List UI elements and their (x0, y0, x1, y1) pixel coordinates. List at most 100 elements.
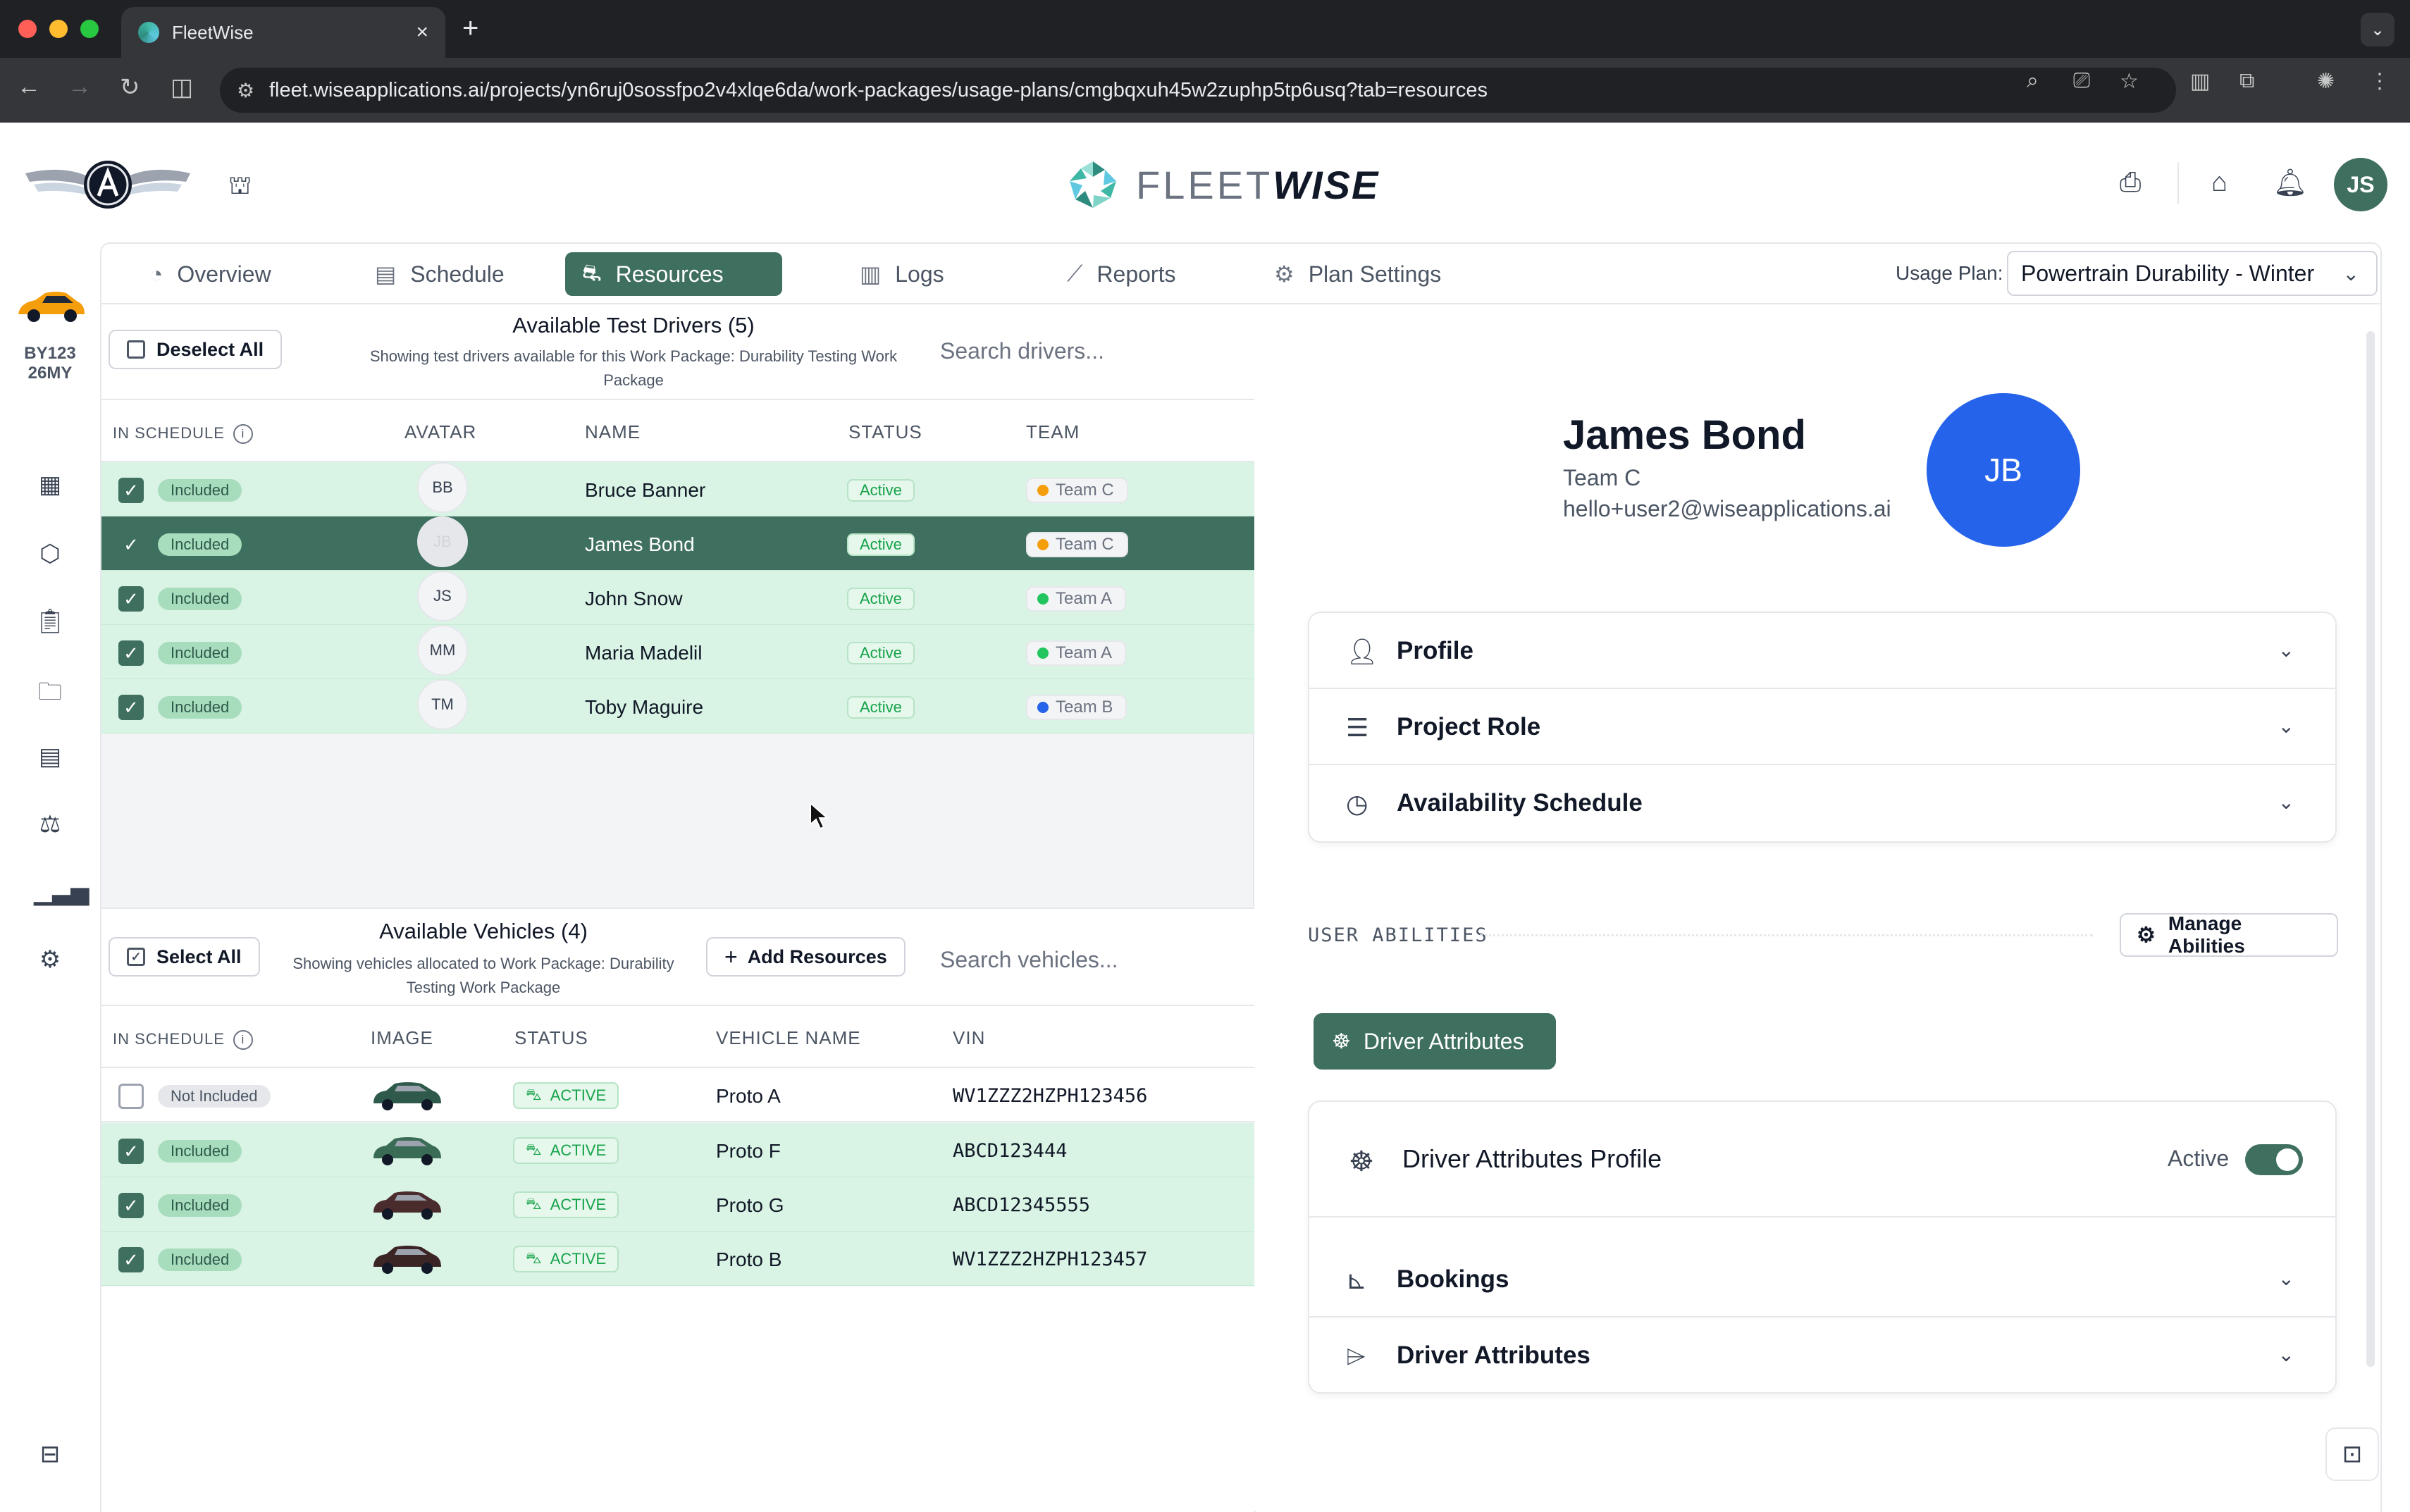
manage-abilities-button[interactable]: ⚙ Manage Abilities (2120, 912, 2338, 957)
assistant-bot-button[interactable]: ⊡ (2325, 1427, 2379, 1481)
vehicle-vin: WV1ZZZ2HZPH123456 (953, 1085, 1148, 1107)
checkbox-checked-icon[interactable]: ✓ (118, 1139, 144, 1164)
close-tab-icon[interactable]: × (416, 20, 428, 44)
zoom-icon[interactable]: ⌕ (2027, 69, 2039, 92)
status-badge: Active (847, 533, 915, 556)
vehicle-thumbnail[interactable] (14, 285, 87, 328)
package-icon[interactable]: ⬡ (39, 540, 61, 567)
status-badge: Active (847, 696, 915, 719)
driver-attributes-button[interactable]: ☸ Driver Attributes (1314, 1013, 1556, 1070)
usage-plan-select[interactable]: Powertrain Durability - Winter ⌄ (2007, 251, 2378, 296)
driver-row[interactable]: ✓ Included JS John Snow Active Team A (101, 571, 1254, 625)
sidebar-toggle-icon[interactable]: ⊟ (39, 1441, 61, 1468)
included-badge: Included (158, 1140, 242, 1163)
checkbox-checked-icon[interactable]: ✓ (118, 1193, 144, 1218)
chevron-down-icon: ⌄ (2278, 1268, 2294, 1289)
tab-resources[interactable]: ⛐ Resources (565, 252, 782, 296)
address-bar[interactable]: ⚙ fleet.wiseapplications.ai/projects/yn6… (220, 68, 2176, 113)
bell-icon[interactable]: 🔔︎ (2273, 168, 2308, 198)
chevron-down-icon: ⌄ (2278, 715, 2294, 737)
driver-row[interactable]: ✓ Included BB Bruce Banner Active Team C (101, 462, 1254, 516)
search-vehicles-input[interactable]: Search vehicles... (940, 947, 1118, 972)
checkbox-empty-icon[interactable] (118, 1084, 144, 1109)
deselect-all-button[interactable]: Deselect All (109, 330, 283, 369)
bar-chart-icon[interactable]: ▁▃▅ (34, 879, 89, 905)
extension-app-icon[interactable]: ▥ (2190, 70, 2211, 93)
bookmark-star-icon[interactable]: ☆ (2120, 70, 2139, 93)
folder-icon[interactable]: 🗀 (38, 678, 62, 705)
robot-icon: ⊡ (2342, 1441, 2363, 1468)
tab-overview[interactable]: ◔ Overview (132, 252, 288, 296)
select-all-button[interactable]: ✓ Select All (109, 937, 260, 977)
driver-row-selected[interactable]: ✓ Included JB James Bond Active Team C (101, 516, 1254, 571)
bookmark-icon[interactable]: ⎙ (2120, 168, 2142, 197)
tab-plan-settings[interactable]: ⚙ Plan Settings (1257, 252, 1458, 296)
driver-row[interactable]: ✓ Included MM Maria Madelil Active Team … (101, 625, 1254, 679)
tab-reports[interactable]: ⟋ Reports (1050, 252, 1192, 296)
company-wing-logo[interactable] (25, 154, 190, 214)
browser-menu-icon[interactable]: ⋮ (2369, 70, 2390, 93)
accordion-driver-attributes[interactable]: ⌲ Driver Attributes ⌄ (1309, 1318, 2335, 1394)
info-icon[interactable]: i (233, 1030, 253, 1051)
tab-label: Logs (895, 261, 944, 287)
checkbox-checked-icon[interactable]: ✓ (118, 695, 144, 720)
add-resources-button[interactable]: + Add Resources (706, 937, 906, 977)
column-team: TEAM (1026, 421, 1080, 442)
info-icon[interactable]: i (233, 424, 253, 445)
vehicle-row[interactable]: Not Included ⛍ ACTIVE Proto A WV1ZZZ2HZPH… (101, 1068, 1254, 1122)
vehicle-row[interactable]: ✓ Included ⛍ ACTIVE Proto G ABCD12345555 (101, 1177, 1254, 1232)
drivers-title: Available Test Drivers (5) (512, 313, 755, 337)
accordion-availability-schedule[interactable]: ◷ Availability Schedule ⌄ (1309, 765, 2335, 841)
tab-logs[interactable]: ▥ Logs (843, 252, 961, 296)
team-dot-icon (1037, 539, 1049, 550)
extensions-puzzle-icon[interactable]: ⧉ (2239, 69, 2255, 92)
team-label: Team A (1056, 643, 1113, 662)
home-icon[interactable]: ⌂ (2211, 168, 2227, 197)
close-window-button[interactable] (18, 20, 37, 38)
split-view-icon[interactable]: ◫ (171, 74, 194, 101)
vehicles-table-empty-space (101, 1287, 1254, 1512)
dashboard-grid-icon[interactable]: ▦ (38, 471, 62, 498)
factory-chart-icon[interactable]: ⛫ (228, 171, 252, 199)
scales-icon[interactable]: ⚖ (39, 811, 61, 838)
column-in-schedule: IN SCHEDULE i (113, 424, 253, 445)
profile-extension-icon[interactable]: ✺ (2317, 70, 2335, 93)
calendar-icon[interactable]: ▤ (38, 743, 62, 770)
checkbox-checked-icon[interactable]: ✓ (118, 478, 144, 503)
back-arrow-icon[interactable]: ← (17, 73, 41, 100)
search-drivers-input[interactable]: Search drivers... (940, 338, 1104, 364)
forward-arrow-icon[interactable]: → (68, 73, 92, 100)
detail-scrollbar[interactable] (2366, 331, 2375, 1367)
reload-icon[interactable]: ↻ (120, 74, 140, 101)
active-toggle[interactable] (2245, 1144, 2303, 1175)
clipboard-list-icon[interactable]: 📋︎ (35, 608, 66, 635)
checkbox-checked-icon[interactable]: ✓ (118, 1247, 144, 1272)
user-avatar[interactable]: JS (2334, 158, 2387, 211)
left-rail: BY123 26MY ▦ ⬡ 📋︎ 🗀 ▤ ⚖ ▁▃▅ ⚙ ⊟ (0, 240, 100, 1512)
settings-gear-icon[interactable]: ⚙ (39, 946, 61, 973)
new-tab-button[interactable]: + (462, 13, 479, 44)
vehicle-status: ACTIVE (550, 1086, 607, 1104)
accordion-project-role[interactable]: ☰ Project Role ⌄ (1309, 689, 2335, 765)
site-settings-icon[interactable]: ⚙ (237, 80, 255, 101)
checkbox-checked-icon[interactable]: ✓ (118, 586, 144, 612)
vehicle-name: Proto A (716, 1085, 781, 1107)
accordion-profile[interactable]: 👤︎ Profile ⌄ (1309, 613, 2335, 689)
driver-row[interactable]: ✓ Included TM Toby Maguire Active Team B (101, 679, 1254, 733)
address-url[interactable]: fleet.wiseapplications.ai/projects/yn6ru… (269, 78, 1488, 101)
checkbox-checked-icon[interactable]: ✓ (118, 640, 144, 666)
accordion-bookings[interactable]: ⊾ Bookings ⌄ (1309, 1241, 2335, 1318)
minimize-window-button[interactable] (49, 20, 68, 38)
driver-attributes-button-label: Driver Attributes (1363, 1028, 1524, 1054)
chevron-down-icon: ⌄ (2278, 791, 2294, 813)
tab-schedule[interactable]: ▤ Schedule (358, 252, 521, 296)
vehicle-name: Proto B (716, 1248, 782, 1270)
vehicle-row[interactable]: ✓ Included ⛍ ACTIVE Proto F ABCD123444 (101, 1123, 1254, 1177)
tab-search-chevron-icon[interactable]: ⌄ (2361, 13, 2394, 47)
browser-tab[interactable]: FleetWise × (121, 7, 445, 58)
install-app-icon[interactable]: ⎚ (2073, 69, 2090, 92)
checkbox-checked-icon[interactable]: ✓ (123, 533, 139, 555)
column-in-schedule: IN SCHEDULE i (113, 1030, 253, 1051)
maximize-window-button[interactable] (80, 20, 99, 38)
vehicle-row[interactable]: ✓ Included ⛍ ACTIVE Proto B WV1ZZZ2HZPH12… (101, 1232, 1254, 1286)
